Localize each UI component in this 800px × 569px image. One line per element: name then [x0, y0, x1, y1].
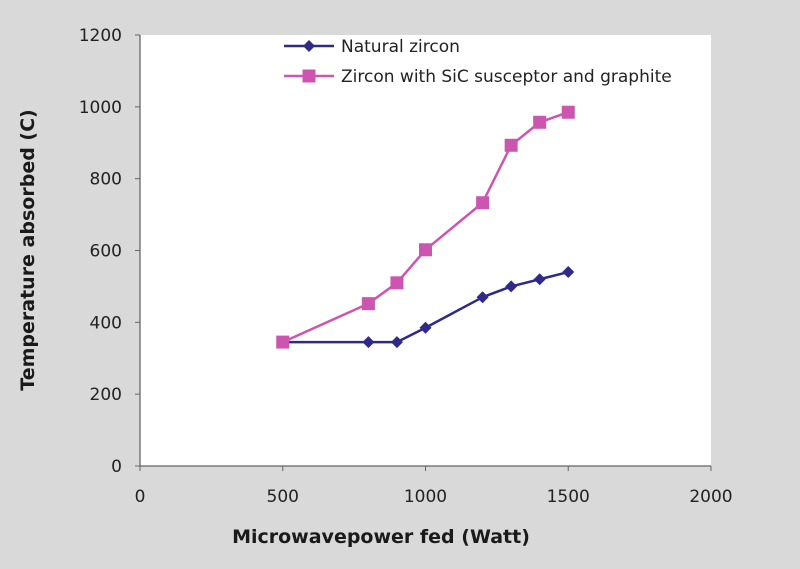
data-point — [505, 280, 518, 293]
y-tick-label: 1000 — [79, 98, 122, 118]
y-tick-label: 200 — [90, 385, 122, 405]
data-point — [533, 115, 547, 129]
legend-item: Zircon with SiC susceptor and graphite — [284, 67, 672, 87]
y-tick-label: 0 — [111, 457, 122, 477]
x-tick-label: 1500 — [547, 487, 590, 507]
square-marker-icon — [302, 69, 316, 83]
data-point — [419, 321, 432, 334]
data-point — [476, 196, 490, 210]
data-point — [533, 273, 546, 286]
data-point — [561, 105, 575, 119]
data-point — [390, 276, 404, 290]
x-tick-label: 2000 — [689, 487, 732, 507]
data-point — [362, 336, 375, 349]
diamond-marker-icon — [303, 40, 315, 52]
x-axis-title: Microwavepower fed (Watt) — [232, 526, 530, 548]
series-1 — [276, 266, 575, 349]
series-2 — [276, 105, 575, 349]
data-point — [504, 138, 518, 152]
y-axis-title: Temperature absorbed (C) — [17, 109, 39, 390]
legend-label: Zircon with SiC susceptor and graphite — [341, 67, 672, 87]
data-point — [361, 297, 375, 311]
legend-item: Natural zircon — [284, 37, 460, 57]
legend: Natural zircon Zircon with SiC susceptor … — [284, 37, 672, 87]
x-tick-label: 500 — [267, 487, 299, 507]
data-point — [276, 335, 290, 349]
y-tick-label: 400 — [90, 313, 122, 333]
x-tick-label: 0 — [135, 487, 146, 507]
series-layer — [276, 105, 575, 349]
data-point — [562, 266, 575, 279]
data-point — [476, 291, 489, 304]
y-tick-label: 800 — [90, 170, 122, 190]
y-tick-label: 600 — [90, 242, 122, 262]
data-point — [419, 243, 432, 257]
legend-label: Natural zircon — [341, 37, 460, 57]
x-tick-label: 1000 — [404, 487, 447, 507]
data-point — [390, 336, 403, 349]
axes: 0 200 400 600 800 1000 1200 0 500 1000 1500 2000 — [79, 26, 733, 507]
y-tick-label: 1200 — [79, 26, 122, 46]
